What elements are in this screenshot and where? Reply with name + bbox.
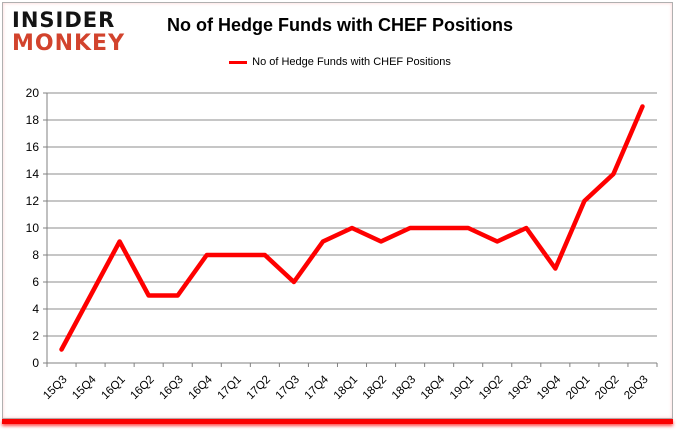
y-tick-label: 10	[26, 221, 40, 235]
y-tick-label: 2	[32, 329, 39, 343]
x-tick-label: 17Q4	[303, 373, 332, 402]
y-tick-label: 0	[32, 356, 39, 370]
x-tick-label: 17Q1	[216, 374, 244, 402]
x-tick-label: 18Q2	[361, 374, 389, 402]
series-line	[59, 104, 645, 352]
insider-monkey-logo: INSIDER MONKEY	[12, 10, 125, 55]
x-tick-label: 20Q2	[593, 374, 621, 402]
x-tick-label: 20Q1	[564, 374, 592, 402]
y-tick-label: 6	[32, 275, 39, 289]
y-tick-label: 20	[26, 86, 40, 100]
x-tick-label: 15Q3	[41, 374, 69, 402]
x-tick-label: 17Q2	[245, 374, 273, 402]
x-tick-label: 20Q3	[622, 374, 650, 402]
x-tick-label: 18Q1	[332, 374, 360, 402]
legend: No of Hedge Funds with CHEF Positions	[0, 55, 680, 69]
x-tick-label: 19Q4	[535, 373, 564, 402]
y-tick-label: 8	[32, 248, 39, 262]
x-tick-label: 16Q2	[128, 374, 156, 402]
logo-line-monkey: MONKEY	[12, 31, 126, 56]
legend-label: No of Hedge Funds with CHEF Positions	[252, 56, 451, 68]
bottom-red-bar	[2, 419, 673, 424]
logo-line-insider: INSIDER	[12, 8, 116, 32]
y-tick-label: 18	[26, 113, 40, 127]
x-tick-label: 17Q3	[274, 374, 302, 402]
y-tick-label: 14	[26, 167, 40, 181]
legend-line-swatch	[229, 60, 248, 64]
x-tick-label: 19Q2	[477, 374, 505, 402]
x-tick-label: 16Q4	[186, 373, 215, 402]
x-tick-label: 16Q3	[157, 374, 185, 402]
y-tick-label: 12	[26, 194, 40, 208]
x-tick-label: 19Q3	[506, 374, 534, 402]
x-tick-label: 19Q1	[448, 374, 476, 402]
x-tick-label: 18Q4	[419, 373, 448, 402]
x-tick-label: 15Q4	[70, 373, 99, 402]
y-tick-label: 4	[32, 302, 39, 316]
chart-title: No of Hedge Funds with CHEF Positions	[167, 15, 513, 35]
x-tick-label: 16Q1	[99, 374, 127, 402]
x-tick-label: 18Q3	[390, 374, 418, 402]
y-tick-label: 16	[26, 140, 40, 154]
